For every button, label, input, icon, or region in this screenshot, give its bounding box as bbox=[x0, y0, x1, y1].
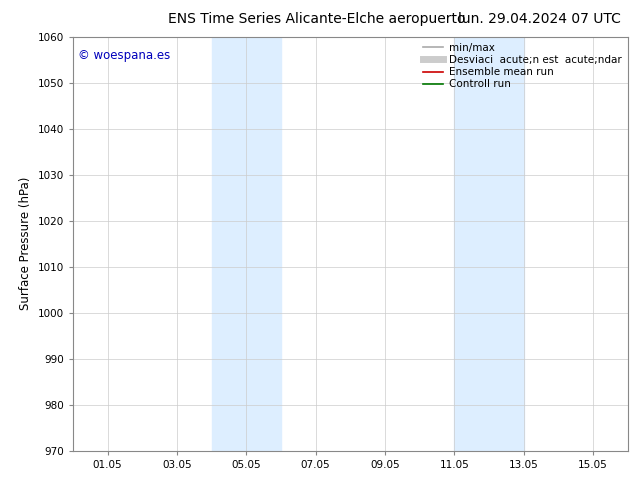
Legend: min/max, Desviaci  acute;n est  acute;ndar, Ensemble mean run, Controll run: min/max, Desviaci acute;n est acute;ndar… bbox=[420, 40, 624, 93]
Y-axis label: Surface Pressure (hPa): Surface Pressure (hPa) bbox=[19, 177, 32, 311]
Bar bbox=[455, 37, 524, 451]
Text: ENS Time Series Alicante-Elche aeropuerto: ENS Time Series Alicante-Elche aeropuert… bbox=[168, 12, 466, 26]
Text: © woespana.es: © woespana.es bbox=[79, 49, 171, 62]
Text: lun. 29.04.2024 07 UTC: lun. 29.04.2024 07 UTC bbox=[458, 12, 621, 26]
Bar bbox=[212, 37, 281, 451]
